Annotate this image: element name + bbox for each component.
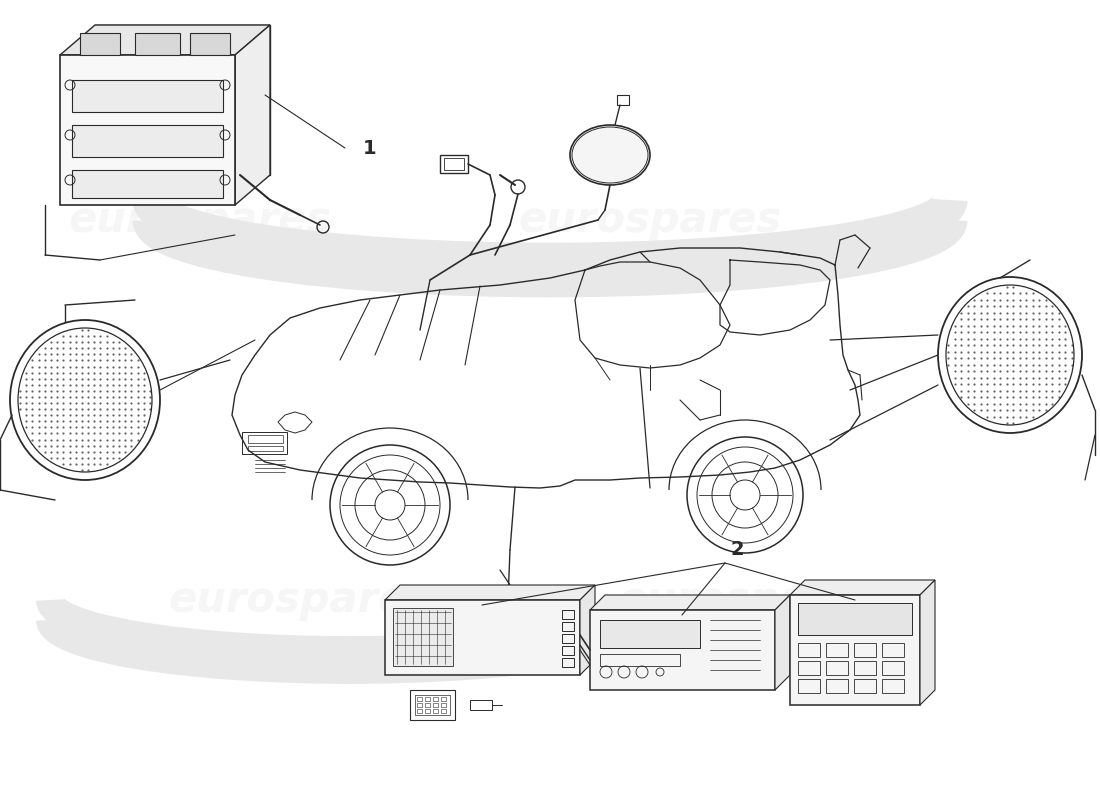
Bar <box>826 643 848 657</box>
Bar <box>790 595 920 705</box>
Polygon shape <box>385 585 595 600</box>
Ellipse shape <box>570 125 650 185</box>
Polygon shape <box>135 33 180 55</box>
Bar <box>433 709 438 713</box>
Bar <box>882 643 904 657</box>
Bar <box>798 603 912 635</box>
Bar <box>562 622 574 631</box>
Bar <box>798 661 820 675</box>
Bar <box>72 125 223 157</box>
Bar <box>60 55 235 205</box>
Polygon shape <box>590 595 790 610</box>
Text: eurospares: eurospares <box>68 199 331 241</box>
Polygon shape <box>776 595 790 690</box>
Bar <box>562 610 574 619</box>
Bar <box>798 643 820 657</box>
Bar <box>854 661 876 675</box>
Polygon shape <box>60 25 270 55</box>
Bar <box>617 95 629 105</box>
Bar <box>248 435 283 443</box>
Bar <box>798 679 820 693</box>
Bar <box>385 600 580 675</box>
Bar <box>854 679 876 693</box>
Bar <box>393 608 453 666</box>
Polygon shape <box>80 33 120 55</box>
Text: eurospares: eurospares <box>518 199 782 241</box>
Bar <box>441 703 446 707</box>
Bar <box>410 690 455 720</box>
Polygon shape <box>190 33 230 55</box>
Bar <box>600 620 700 648</box>
Text: eurospares: eurospares <box>618 579 881 621</box>
Polygon shape <box>235 25 270 205</box>
Bar <box>470 700 492 710</box>
Bar <box>562 634 574 643</box>
Bar <box>440 155 467 173</box>
Text: 1: 1 <box>363 138 376 158</box>
Bar <box>417 697 422 701</box>
Bar <box>854 643 876 657</box>
Bar <box>248 446 283 451</box>
Bar <box>415 695 450 715</box>
Polygon shape <box>95 25 270 175</box>
Bar <box>425 709 430 713</box>
Bar <box>826 661 848 675</box>
Polygon shape <box>790 580 935 595</box>
Bar <box>441 697 446 701</box>
Bar <box>433 703 438 707</box>
Bar <box>425 703 430 707</box>
Text: 2: 2 <box>730 540 744 559</box>
Bar <box>826 679 848 693</box>
Bar <box>562 646 574 655</box>
Text: eurospares: eurospares <box>168 579 431 621</box>
Bar <box>72 80 223 112</box>
Polygon shape <box>920 580 935 705</box>
Bar <box>562 658 574 667</box>
Bar <box>72 170 223 198</box>
Bar <box>433 697 438 701</box>
Polygon shape <box>580 585 595 675</box>
Bar <box>882 661 904 675</box>
Bar <box>242 432 287 454</box>
Bar <box>425 697 430 701</box>
Bar <box>417 703 422 707</box>
Bar <box>417 709 422 713</box>
Bar <box>441 709 446 713</box>
Bar <box>444 158 464 170</box>
Bar <box>600 654 680 666</box>
Bar <box>590 610 776 690</box>
Bar <box>882 679 904 693</box>
